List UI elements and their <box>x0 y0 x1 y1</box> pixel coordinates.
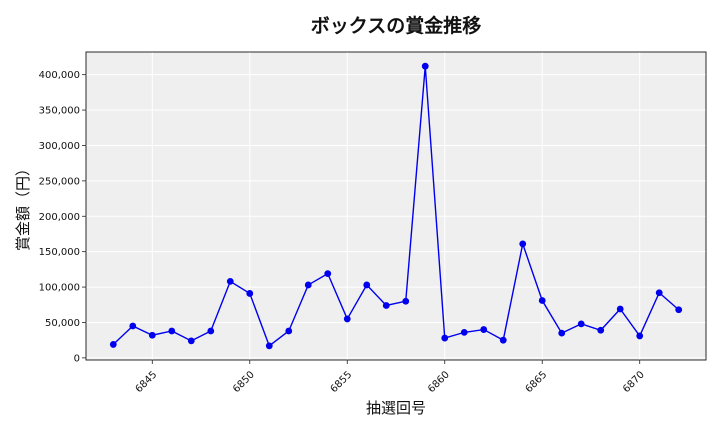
data-point <box>402 297 410 305</box>
data-point <box>109 341 117 348</box>
x-tick-label: 6850 <box>231 369 257 395</box>
data-point <box>441 334 449 342</box>
data-point <box>187 337 195 345</box>
data-point <box>304 281 312 289</box>
data-point <box>538 297 546 304</box>
plot-border <box>85 51 707 361</box>
data-point <box>382 302 390 309</box>
data-point <box>577 320 585 328</box>
y-tick-label: 200,000 <box>39 212 80 223</box>
series <box>109 62 683 350</box>
x-axis-label: 抽選回号 <box>366 399 426 417</box>
data-point <box>597 326 605 334</box>
plot-area <box>85 51 707 361</box>
ticks: 0 50,000 100,000 150,000 200,000 250,000 300,0… <box>39 70 647 395</box>
data-point <box>285 327 293 335</box>
data-point <box>636 332 644 340</box>
data-point <box>675 306 683 314</box>
y-tick-label: 250,000 <box>39 176 80 187</box>
grid <box>85 51 707 361</box>
data-point <box>519 240 527 248</box>
x-tick-label: 6860 <box>426 369 452 395</box>
data-point <box>129 322 137 330</box>
data-point <box>226 278 234 285</box>
y-tick-label: 350,000 <box>39 106 80 117</box>
series-line <box>112 66 680 347</box>
y-axis-label: 賞金額（円） <box>14 161 32 251</box>
data-point <box>499 336 507 344</box>
y-tick-label: 300,000 <box>39 141 80 152</box>
x-tick-label: 6845 <box>134 369 160 395</box>
data-point <box>324 270 332 278</box>
data-point <box>168 327 176 335</box>
x-tick-label: 6865 <box>524 369 550 395</box>
data-point <box>363 281 371 289</box>
data-point <box>343 315 351 323</box>
data-point <box>148 331 156 339</box>
y-tick-label: 100,000 <box>39 283 80 294</box>
data-point <box>480 326 488 333</box>
y-tick-label: 50,000 <box>45 318 80 329</box>
data-point <box>207 327 215 335</box>
data-point <box>265 342 273 350</box>
chart-title: ボックスの賞金推移 <box>311 14 481 37</box>
data-point <box>460 328 468 336</box>
data-point <box>421 62 429 70</box>
y-tick-label: 400,000 <box>39 70 80 81</box>
data-point <box>558 329 566 337</box>
x-tick-label: 6870 <box>621 369 647 395</box>
data-point <box>616 305 624 313</box>
y-tick-label: 0 <box>74 353 80 364</box>
y-tick-label: 150,000 <box>39 247 80 258</box>
x-tick-label: 6855 <box>329 369 355 395</box>
data-point <box>246 290 254 297</box>
data-point <box>655 289 663 297</box>
